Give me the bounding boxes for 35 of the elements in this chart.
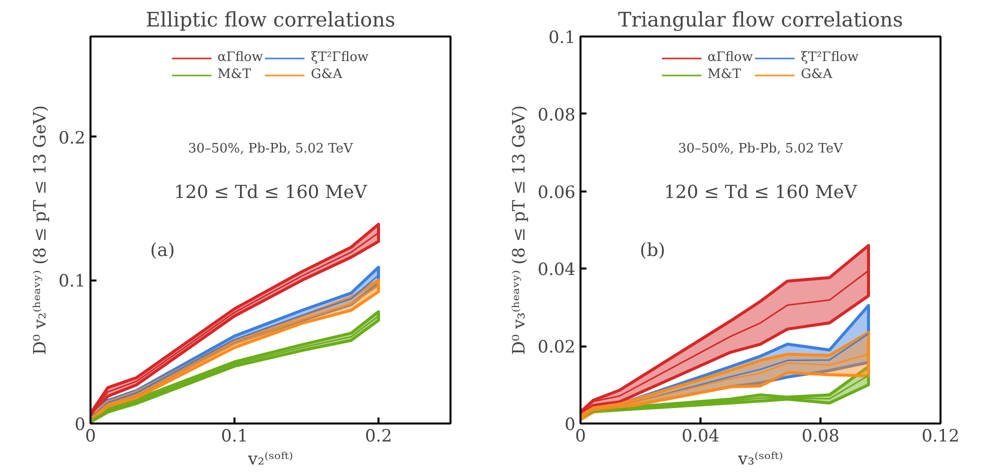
legend-label: ξT²Γflow [310,50,369,65]
x-tick-label: 0.12 [922,426,960,446]
annotation: 30–50%, Pb-Pb, 5.02 TeV [678,141,844,156]
x-tick-label: 0.08 [802,426,840,446]
annotation: (a) [150,240,175,261]
annotation: 30–50%, Pb-Pb, 5.02 TeV [188,141,354,156]
y-tick-label: 0.04 [538,260,576,280]
annotation: (b) [640,240,666,261]
y-axis-title: D⁰ v₃⁽ʰᵉᵃᵛʸ⁾ (8 ≤ pT ≤ 13 GeV) [510,105,530,355]
legend-label: G&A [310,67,342,82]
legend-label: αΓflow [707,50,753,65]
y-tick-label: 0.1 [58,272,86,292]
legend-label: ξT²Γflow [800,50,859,65]
line-series [580,353,870,418]
legend-label: G&A [800,67,832,82]
annotation: 120 ≤ Td ≤ 160 MeV [174,182,368,203]
y-axis-title: D⁰ v₂⁽ʰᵉᵃᵛʸ⁾ (8 ≤ pT ≤ 13 GeV) [30,105,50,355]
x-tick-label: 0.04 [682,426,720,446]
y-tick-label: 0.1 [548,28,576,48]
legend-label: M&T [217,67,251,82]
legend-label: M&T [707,67,741,82]
y-tick-label: 0.2 [58,128,86,148]
chart-title: Elliptic flow correlations [146,8,396,32]
y-tick-label: 0.06 [538,182,576,203]
y-tick-label: 0.02 [538,338,576,358]
x-axis-title: v₂⁽ˢᵒᶠᵗ⁾ [246,450,294,470]
x-axis-title: v₃⁽ˢᵒᶠᵗ⁾ [736,450,784,470]
x-tick-label: 0.1 [220,426,248,446]
annotation: 120 ≤ Td ≤ 160 MeV [664,182,858,203]
line-series [580,270,870,415]
legend-label: αΓflow [217,50,263,65]
chart-title: Triangular flow correlations [618,8,904,32]
y-tick-label: 0.08 [538,105,576,126]
x-tick-label: 0.2 [364,426,392,446]
line-series [580,374,870,418]
